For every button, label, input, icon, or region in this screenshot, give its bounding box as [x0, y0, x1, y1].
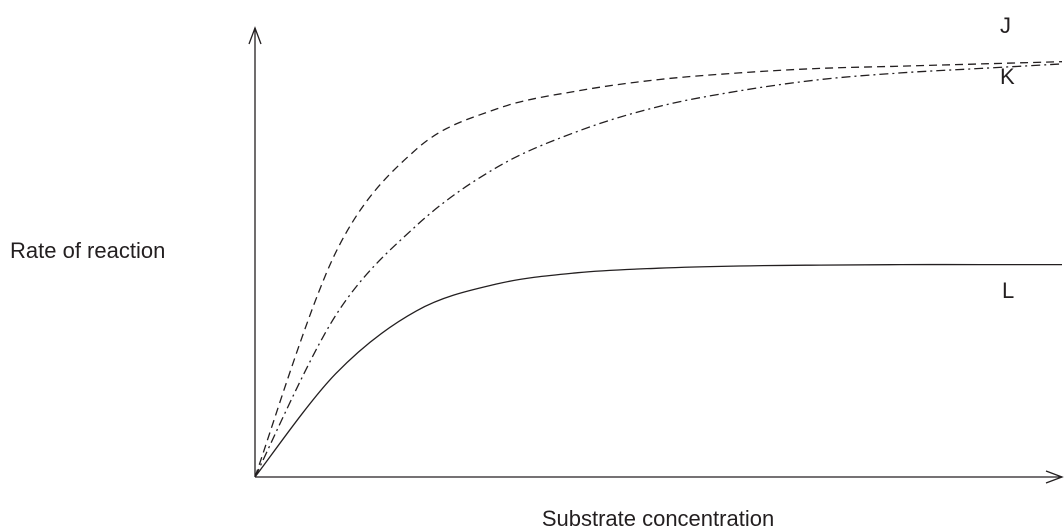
x-axis-arrowhead: [1045, 470, 1064, 484]
x-axis: [255, 470, 1064, 484]
y-axis-label: Rate of reaction: [10, 238, 165, 263]
series-line-l: [254, 263, 1062, 478]
series-label-j: J: [1000, 13, 1011, 38]
series-layer: [254, 61, 1063, 478]
series-line-j: [254, 61, 1063, 478]
series-label-l: L: [1002, 278, 1014, 303]
y-axis: [248, 26, 262, 477]
series-label-k: K: [1000, 64, 1015, 89]
series-line-k: [254, 63, 1063, 478]
y-axis-arrowhead: [248, 26, 262, 45]
x-axis-label: Substrate concentration: [542, 506, 774, 531]
